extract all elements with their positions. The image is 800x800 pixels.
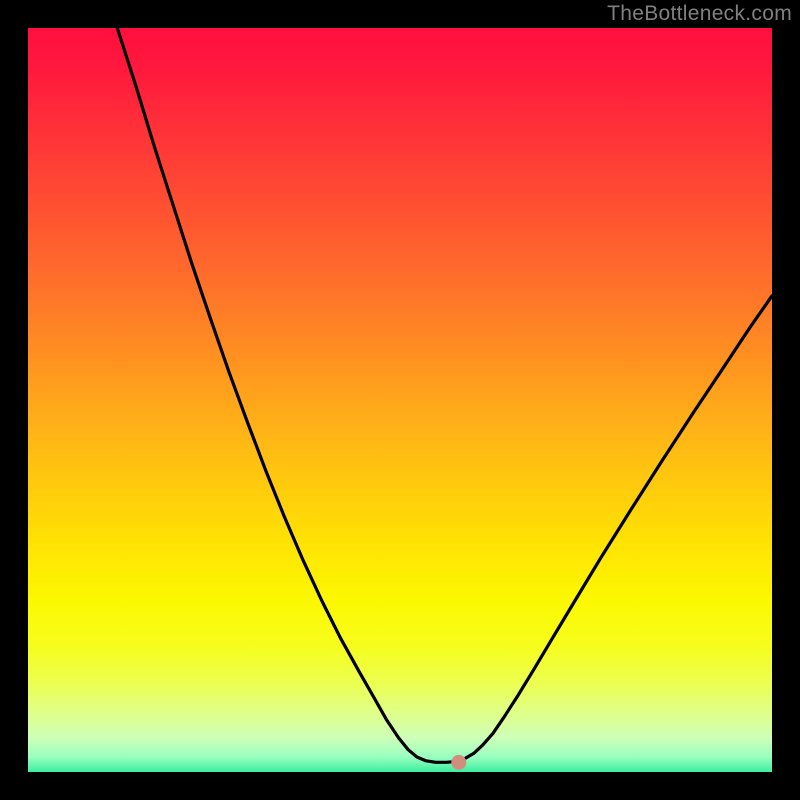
chart-container: TheBottleneck.com (0, 0, 800, 800)
optimum-marker (451, 755, 466, 770)
plot-background (28, 28, 772, 772)
watermark-text: TheBottleneck.com (607, 2, 792, 26)
bottleneck-chart (0, 0, 800, 800)
